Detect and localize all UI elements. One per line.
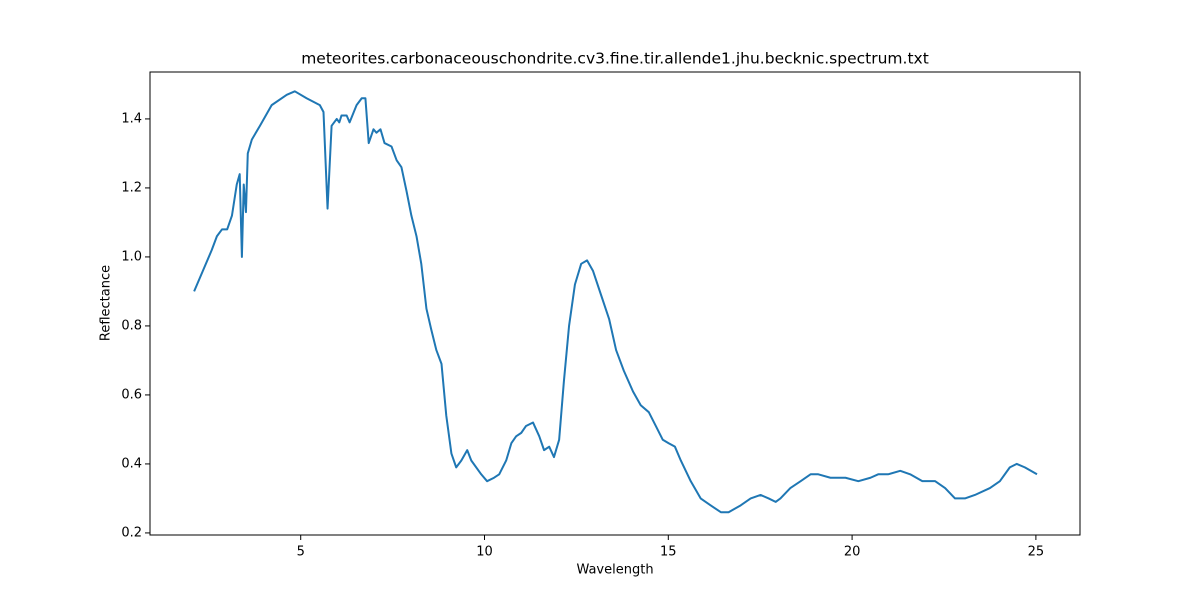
y-tick-label: 0.2 xyxy=(121,525,142,540)
y-axis-label: Reflectance xyxy=(99,265,114,341)
x-axis-label: Wavelength xyxy=(576,563,653,578)
plot-frame xyxy=(149,71,1081,536)
x-tick-label: 20 xyxy=(844,545,861,560)
x-tick-label: 10 xyxy=(476,545,493,560)
y-tick-label: 1.4 xyxy=(121,111,142,126)
x-tick-label: 25 xyxy=(1028,545,1045,560)
y-tick-label: 0.4 xyxy=(121,456,142,471)
spectrum-line xyxy=(193,90,1038,514)
x-tick-label: 5 xyxy=(297,545,305,560)
y-tick-label: 1.0 xyxy=(121,249,142,264)
chart-title: meteorites.carbonaceouschondrite.cv3.fin… xyxy=(301,50,929,68)
y-tick-label: 1.2 xyxy=(121,180,142,195)
y-tick-label: 0.8 xyxy=(121,318,142,333)
y-tick-label: 0.6 xyxy=(121,387,142,402)
x-tick-label: 15 xyxy=(660,545,677,560)
